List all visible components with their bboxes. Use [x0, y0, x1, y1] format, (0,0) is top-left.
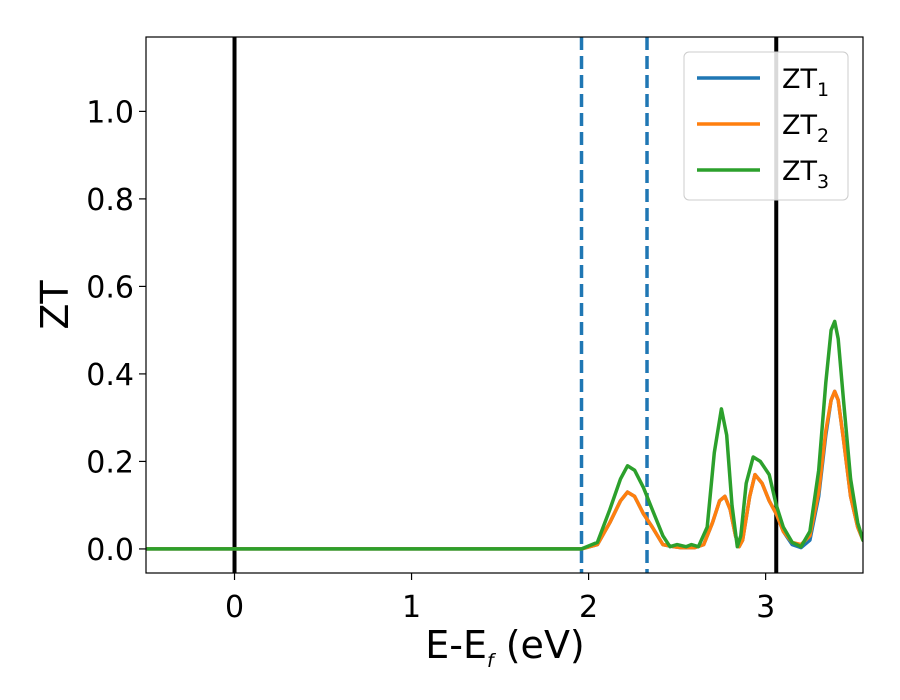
x-axis-label: E-Ef (eV)	[425, 623, 585, 672]
legend-label-1: ZT1	[782, 64, 829, 101]
y-tick-label-0: 0.0	[86, 533, 134, 568]
y-axis-label: ZT	[33, 280, 77, 330]
x-tick-label-2: 2	[579, 590, 598, 625]
series-lines	[146, 319, 863, 551]
legend-frame	[683, 51, 849, 201]
y-axis: 0.0 0.2 0.4 0.6 0.8 1.0	[86, 95, 146, 568]
x-tick-label-0: 0	[225, 590, 244, 625]
x-tick-label-1: 1	[402, 590, 421, 625]
y-tick-label-4: 0.8	[86, 183, 134, 218]
y-tick-label-5: 1.0	[86, 95, 134, 130]
x-axis-label-unit: (eV)	[494, 623, 585, 667]
y-tick-label-2: 0.4	[86, 358, 134, 393]
x-axis-label-subscript: f	[487, 650, 497, 672]
series-line-3	[146, 319, 863, 551]
y-tick-label-3: 0.6	[86, 270, 134, 305]
x-tick-label-3: 3	[756, 590, 775, 625]
y-tick-label-1: 0.2	[86, 445, 134, 480]
plot-frame	[145, 36, 864, 574]
x-axis: 0 1 2 3	[225, 573, 775, 625]
legend-label-3: ZT3	[782, 156, 829, 193]
legend-label-2: ZT2	[782, 110, 829, 147]
legend: ZT1 ZT2 ZT3	[683, 51, 849, 201]
